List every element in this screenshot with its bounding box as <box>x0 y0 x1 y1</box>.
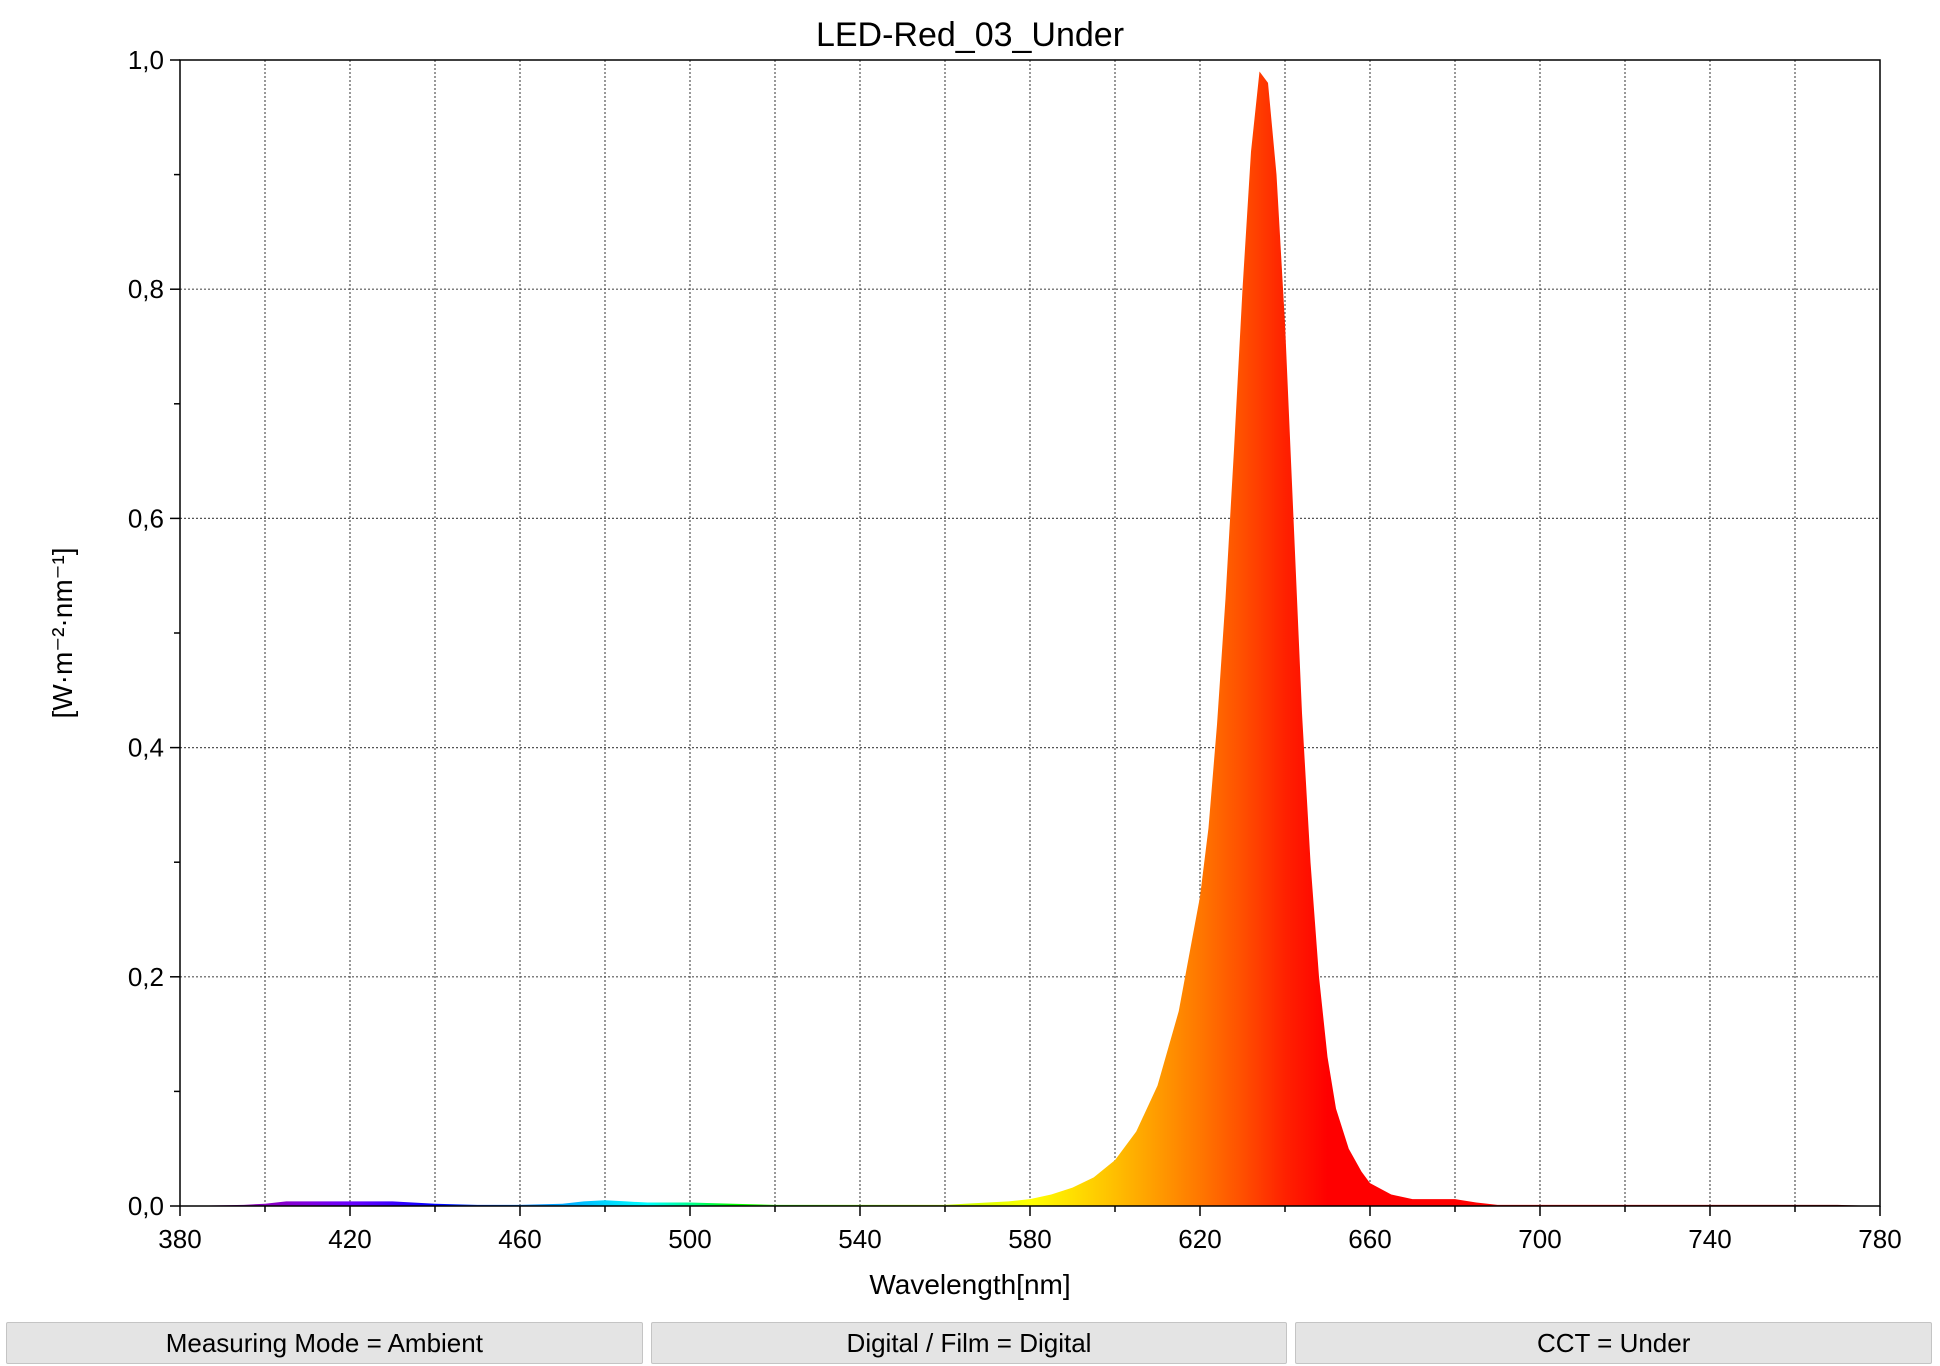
y-tick-label: 0,2 <box>128 962 164 992</box>
x-tick-label: 580 <box>1008 1224 1051 1254</box>
x-tick-label: 380 <box>158 1224 201 1254</box>
chart-title: LED-Red_03_Under <box>816 16 1124 54</box>
x-tick-label: 460 <box>498 1224 541 1254</box>
y-axis-label: [W·m⁻²·nm⁻¹] <box>47 547 78 718</box>
grid-lines <box>180 60 1880 1206</box>
y-tick-label: 0,0 <box>128 1191 164 1221</box>
y-tick-label: 0,6 <box>128 503 164 533</box>
y-tick-label: 1,0 <box>128 45 164 75</box>
y-axis: 0,0 0,2 0,4 0,6 0,8 1,0 <box>128 45 180 1221</box>
x-tick-label: 660 <box>1348 1224 1391 1254</box>
x-tick-label: 420 <box>328 1224 371 1254</box>
x-axis-label: Wavelength[nm] <box>869 1269 1070 1300</box>
x-tick-label: 740 <box>1688 1224 1731 1254</box>
x-tick-label: 700 <box>1518 1224 1561 1254</box>
cct-field: CCT = Under <box>1295 1322 1933 1364</box>
y-tick-label: 0,8 <box>128 274 164 304</box>
status-bar: Measuring Mode = Ambient Digital / Film … <box>6 1322 1933 1364</box>
x-tick-label: 540 <box>838 1224 881 1254</box>
x-tick-label: 620 <box>1178 1224 1221 1254</box>
y-tick-label: 0,4 <box>128 733 164 763</box>
x-tick-label: 500 <box>668 1224 711 1254</box>
digital-film-field: Digital / Film = Digital <box>650 1322 1288 1364</box>
x-axis: 380 420 460 500 540 580 620 660 700 740 780 <box>158 1206 1902 1254</box>
spectrum-chart: 380 420 460 500 540 580 620 660 700 740 780 0,0 0,2… <box>47 16 1902 1300</box>
measuring-mode-field: Measuring Mode = Ambient <box>6 1322 643 1364</box>
x-tick-label: 780 <box>1858 1224 1901 1254</box>
